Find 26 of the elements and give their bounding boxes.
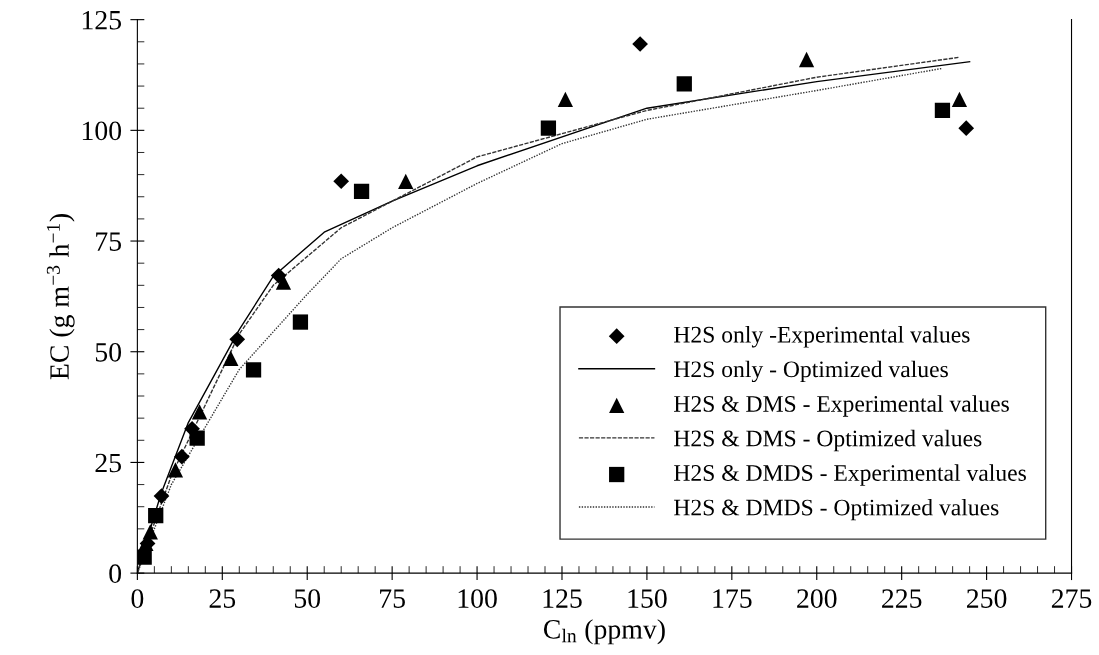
y-tick-label: 25 xyxy=(95,453,122,473)
x-tick-label: 175 xyxy=(713,589,752,608)
legend-label: H2S & DMS - Experimental values xyxy=(674,395,1009,417)
x-axis-title: C$_{ln}$ (ppmv) xyxy=(543,619,665,645)
x-tick-label: 150 xyxy=(628,589,667,608)
x-tick-label: 250 xyxy=(966,589,1007,608)
x-tick-label: 75 xyxy=(380,589,405,608)
x-tick-label: 275 xyxy=(1051,589,1092,608)
x-tick-label: 0 xyxy=(131,589,144,608)
legend-label: H2S only -Experimental values xyxy=(674,326,970,348)
legend-label: H2S only - Optimized values xyxy=(674,360,948,383)
x-tick-label: 125 xyxy=(543,589,582,608)
x-tick-label: 25 xyxy=(209,589,236,608)
y-tick-label: 100 xyxy=(82,121,122,141)
legend-label: H2S & DMDS - Experimental values xyxy=(674,464,1026,486)
y-tick-label: 50 xyxy=(95,342,122,362)
x-tick-label: 200 xyxy=(797,589,837,608)
y-tick-label: 125 xyxy=(82,10,122,30)
y-axis-title: EC (g m$^{−3}$ h$^{−1}$) xyxy=(46,214,75,380)
x-tick-label: 225 xyxy=(882,589,922,608)
x-tick-label: 100 xyxy=(458,589,497,608)
legend-label: H2S & DMS - Optimized values xyxy=(674,429,982,452)
x-tick-label: 50 xyxy=(294,589,321,608)
legend-label: H2S & DMDS - Optimized values xyxy=(674,498,999,521)
y-tick-label: 0 xyxy=(109,564,122,584)
y-tick-label: 75 xyxy=(96,232,122,251)
